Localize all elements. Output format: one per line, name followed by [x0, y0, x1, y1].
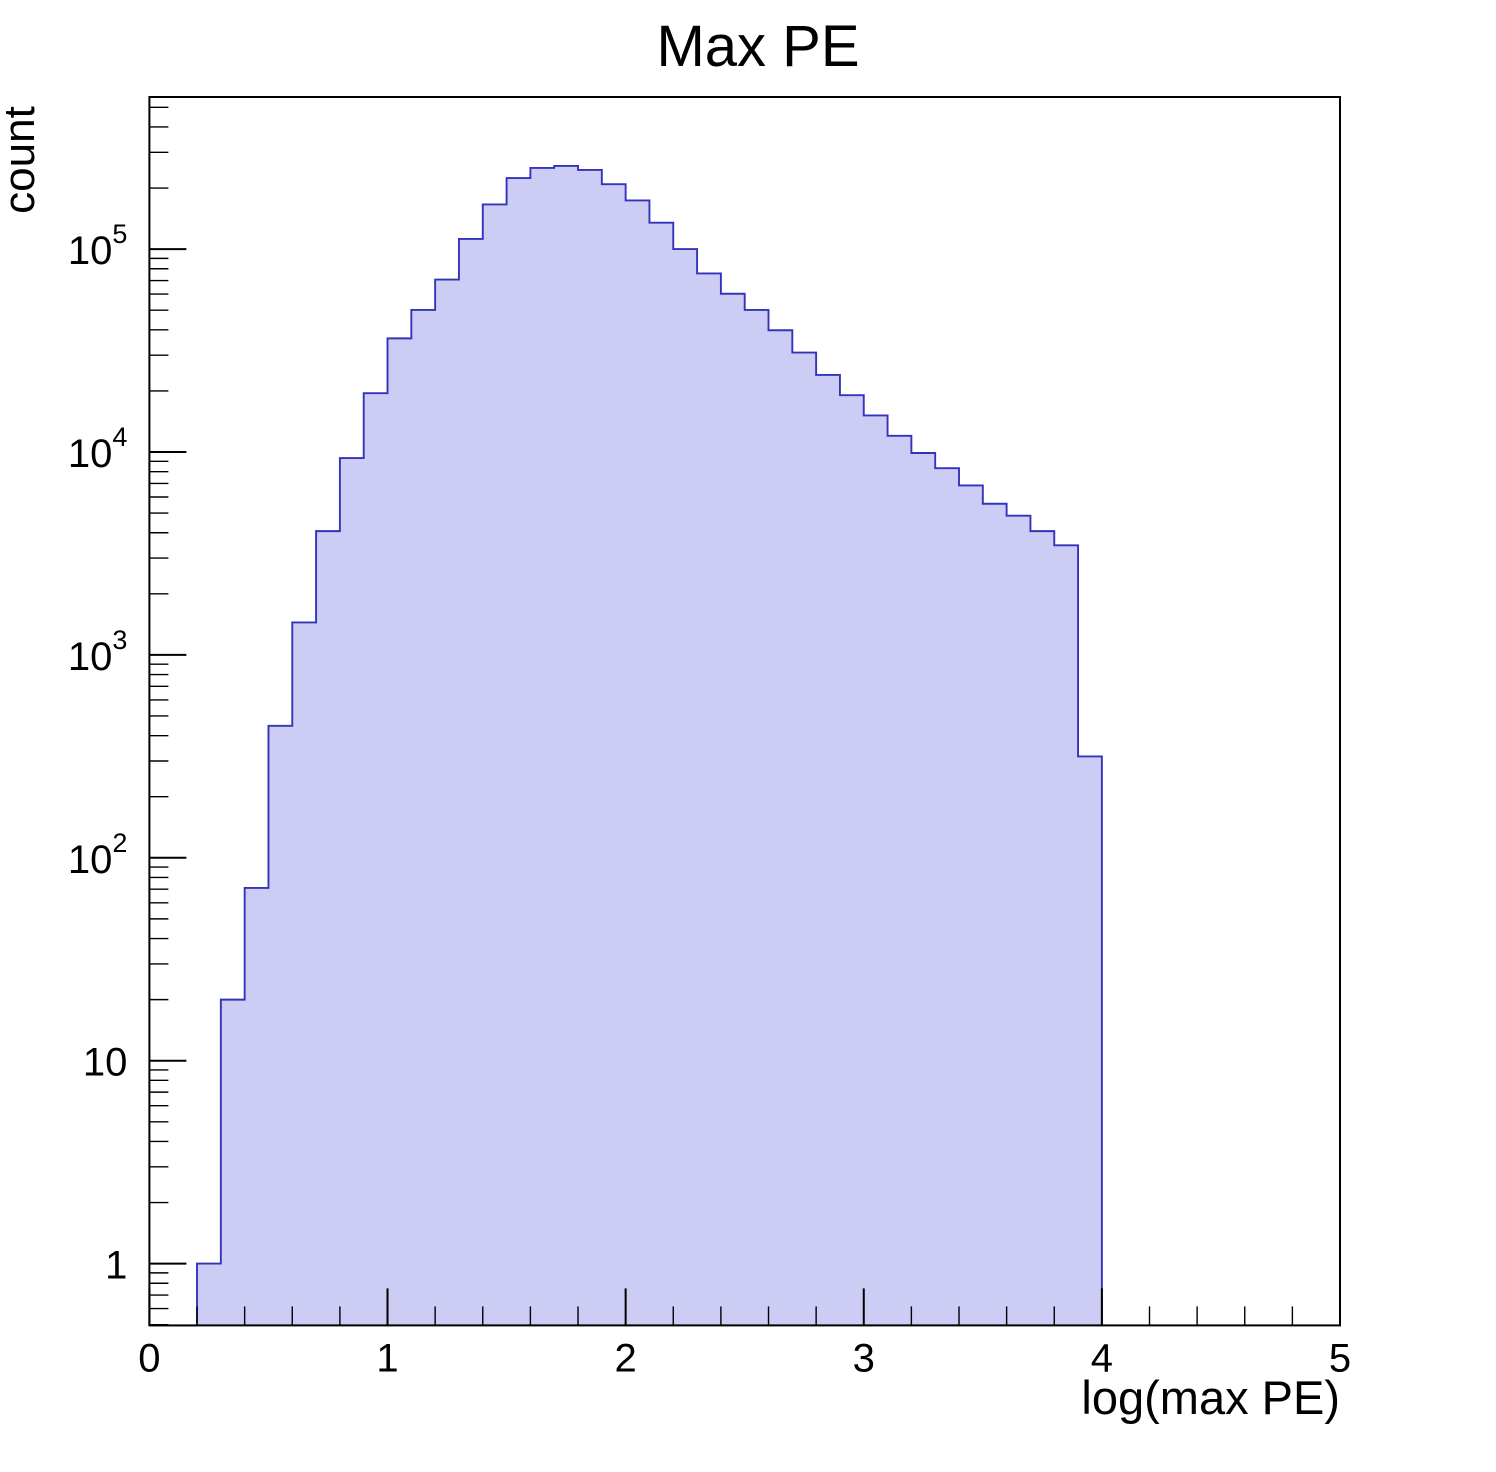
svg-text:104: 104 — [68, 422, 128, 476]
svg-text:log(max PE): log(max PE) — [1081, 1371, 1340, 1424]
svg-text:5: 5 — [1329, 1336, 1351, 1380]
svg-text:102: 102 — [68, 828, 128, 882]
svg-text:Max PE: Max PE — [656, 14, 859, 79]
svg-text:103: 103 — [68, 625, 128, 679]
svg-text:3: 3 — [853, 1336, 875, 1380]
svg-text:0: 0 — [138, 1336, 160, 1380]
svg-text:4: 4 — [1091, 1336, 1113, 1380]
svg-text:2: 2 — [615, 1336, 637, 1380]
svg-text:count: count — [0, 106, 44, 214]
svg-text:1: 1 — [105, 1244, 127, 1288]
svg-text:105: 105 — [68, 219, 128, 273]
svg-text:1: 1 — [376, 1336, 398, 1380]
svg-text:10: 10 — [83, 1041, 128, 1085]
